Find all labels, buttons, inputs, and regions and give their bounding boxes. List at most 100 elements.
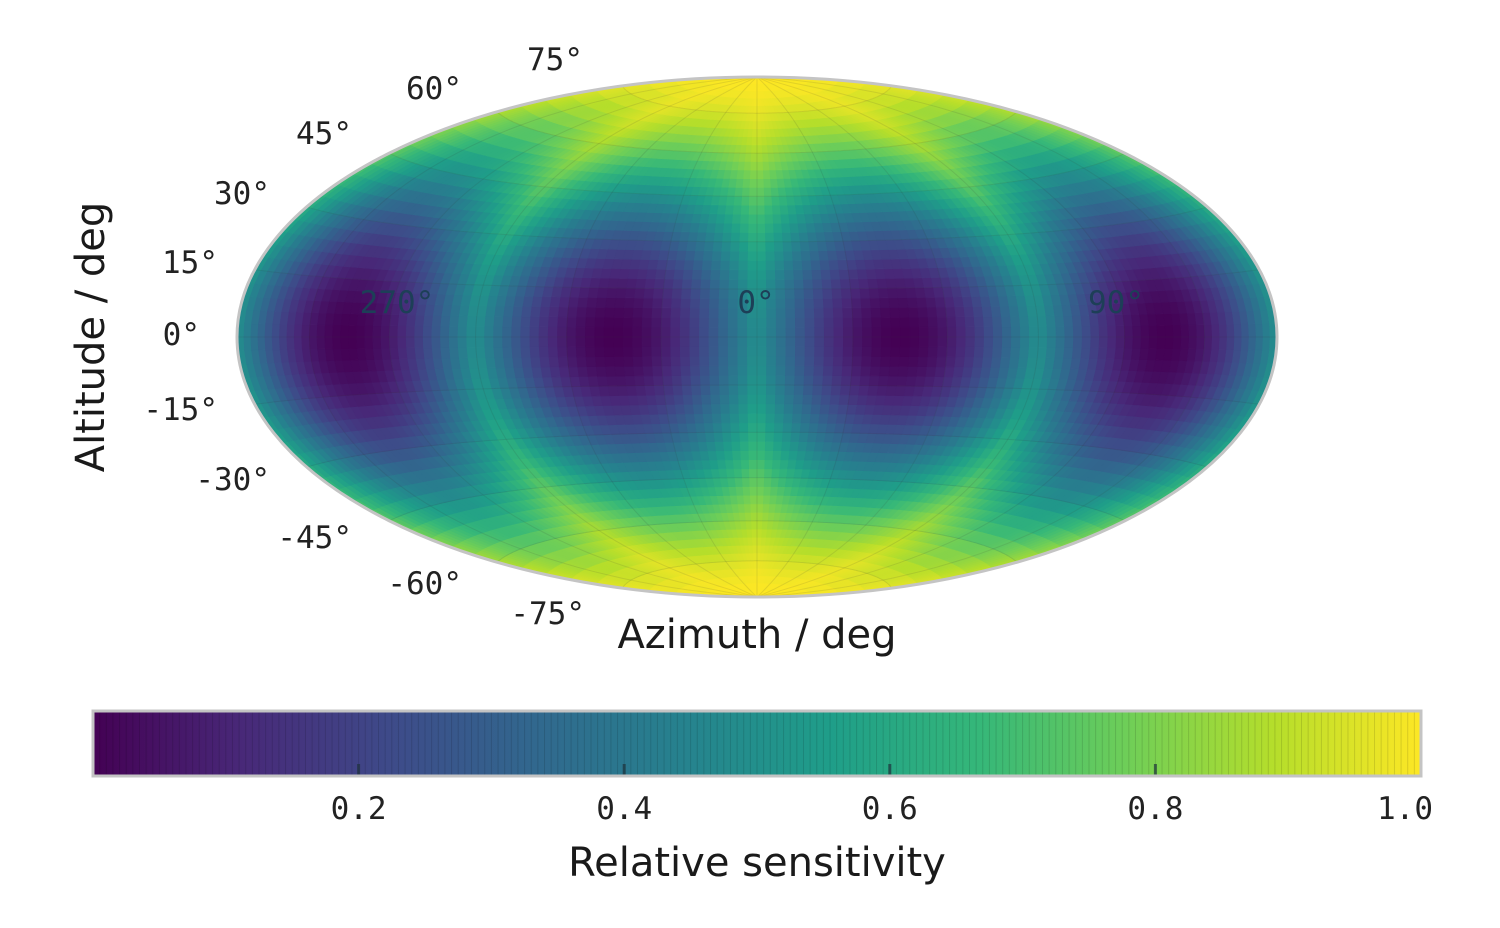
- heatmap-cell: [696, 432, 707, 443]
- heatmap-cell: [714, 441, 725, 452]
- heatmap-cell: [905, 375, 917, 387]
- heatmap-cell: [831, 375, 843, 386]
- heatmap-cell: [557, 306, 569, 318]
- heatmap-cell: [613, 307, 625, 318]
- heatmap-cell: [698, 326, 710, 338]
- heatmap-cell: [828, 404, 840, 415]
- heatmap-cell: [690, 375, 702, 386]
- heatmap-cell: [684, 413, 696, 424]
- heatmap-cell: [840, 375, 852, 386]
- heatmap-cell: [739, 441, 750, 452]
- heatmap-cell: [783, 403, 794, 414]
- heatmap-cell: [739, 241, 749, 252]
- heatmap-cell: [756, 441, 766, 451]
- heatmap-cell: [880, 346, 892, 357]
- heatmap-cell: [724, 204, 735, 215]
- heatmap-cell: [645, 268, 658, 280]
- heatmap-cell: [909, 326, 920, 338]
- heatmap-cell: [763, 486, 772, 496]
- heatmap-cell: [587, 376, 600, 387]
- heatmap-cell: [896, 375, 908, 387]
- heatmap-cell: [686, 422, 698, 434]
- heatmap-cell: [756, 403, 767, 414]
- heatmap-cell: [926, 356, 938, 368]
- heatmap-cell: [740, 213, 750, 224]
- heatmap-cell: [493, 326, 504, 338]
- heatmap-cell: [475, 315, 487, 327]
- heatmap-cell: [778, 468, 788, 479]
- heatmap-cell: [493, 316, 504, 328]
- heatmap-cell: [775, 346, 787, 357]
- heatmap-cell: [791, 422, 802, 433]
- heatmap-cell: [935, 356, 947, 368]
- heatmap-cell: [747, 394, 758, 405]
- heatmap-cell: [548, 316, 559, 328]
- heatmap-cell: [710, 269, 721, 280]
- heatmap-cell: [734, 477, 744, 487]
- heatmap-cell: [727, 327, 739, 338]
- heatmap-cell: [603, 316, 615, 328]
- heatmap-cell: [852, 336, 863, 348]
- heatmap-cell: [783, 260, 794, 271]
- heatmap-cell: [636, 268, 649, 280]
- heatmap-cell: [756, 169, 765, 179]
- heatmap-cell: [718, 327, 729, 338]
- heatmap-cell: [557, 316, 568, 328]
- heatmap-cell: [457, 315, 469, 327]
- heatmap-cell: [756, 336, 767, 347]
- heatmap-cell: [740, 450, 750, 461]
- heatmap-cell: [775, 365, 786, 376]
- sensitivity-heatmap: [237, 77, 1277, 597]
- heatmap-cell: [898, 356, 910, 367]
- heatmap-cell: [877, 375, 890, 387]
- heatmap-cell: [916, 366, 928, 377]
- heatmap-cell: [466, 347, 478, 359]
- heatmap-cell: [723, 450, 734, 461]
- heatmap-cell: [699, 317, 710, 328]
- heatmap-cell: [680, 307, 691, 319]
- heatmap-cell: [747, 384, 758, 395]
- heatmap-cell: [316, 336, 326, 350]
- heatmap-cell: [762, 503, 771, 513]
- heatmap-cell: [871, 326, 882, 338]
- heatmap-cell: [626, 385, 638, 396]
- heatmap-cell: [423, 347, 434, 359]
- heatmap-cell: [502, 326, 513, 338]
- heatmap-cell: [764, 222, 775, 233]
- heatmap-cell: [484, 315, 495, 328]
- heatmap-cell: [756, 459, 766, 470]
- heatmap-cell: [862, 336, 873, 348]
- heatmap-cell: [748, 450, 758, 461]
- heatmap-cell: [823, 317, 835, 328]
- heatmap-cell: [749, 178, 758, 188]
- heatmap-cell: [594, 316, 606, 328]
- heatmap-cell: [764, 468, 773, 479]
- heatmap-cell: [257, 323, 266, 338]
- heatmap-cell: [775, 317, 787, 328]
- heatmap-cell: [271, 336, 281, 351]
- heatmap-cell: [775, 307, 787, 319]
- heatmap-cell: [702, 250, 714, 261]
- heatmap-cell: [737, 375, 748, 386]
- heatmap-cell: [699, 355, 710, 367]
- heatmap-cell: [908, 307, 919, 318]
- heatmap-cell: [785, 327, 796, 338]
- heatmap-cell: [567, 356, 579, 368]
- heatmap-cell: [841, 297, 853, 309]
- heatmap-cell: [718, 375, 730, 386]
- heatmap-cell: [830, 384, 842, 396]
- heatmap-cell: [585, 306, 597, 318]
- heatmap-cell: [548, 306, 560, 318]
- heatmap-cell: [935, 306, 947, 318]
- heatmap-cell: [752, 544, 758, 554]
- heatmap-cell: [897, 297, 909, 308]
- heatmap-cell: [889, 307, 901, 318]
- heatmap-cell: [908, 346, 920, 358]
- heatmap-cell: [605, 366, 617, 377]
- heatmap-cell: [730, 241, 741, 252]
- heatmap-cell: [250, 336, 259, 351]
- heatmap-cell: [356, 325, 366, 338]
- heatmap-cell: [457, 347, 469, 359]
- heatmap-cell: [380, 336, 391, 349]
- heatmap-cell: [804, 326, 816, 338]
